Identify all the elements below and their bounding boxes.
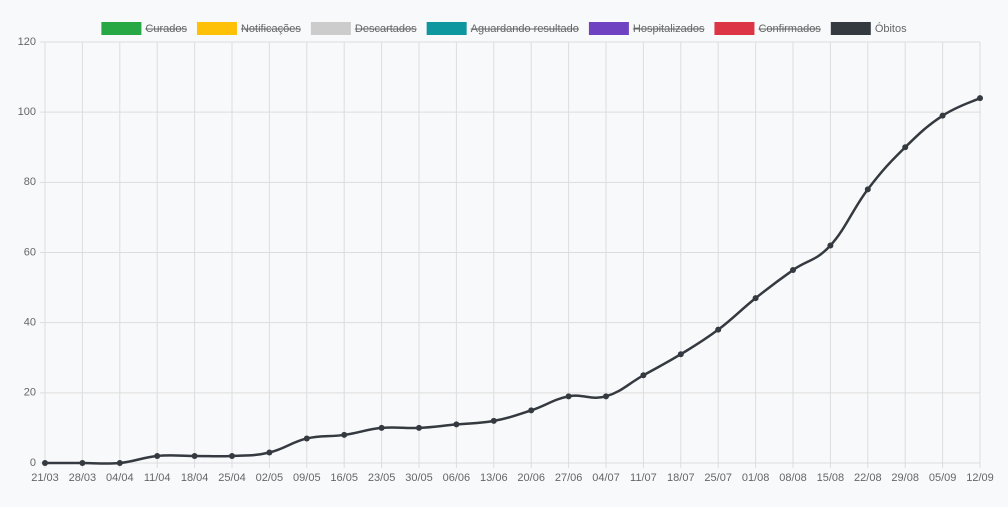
x-tick-label: 23/05 <box>368 472 396 484</box>
data-point <box>603 393 609 400</box>
legend-swatch <box>588 22 629 35</box>
data-point <box>191 452 198 459</box>
data-point <box>416 424 422 431</box>
data-point <box>677 351 684 358</box>
y-tick-label: 60 <box>24 246 36 258</box>
legend-swatch <box>101 22 142 35</box>
x-tick-label: 30/05 <box>405 472 433 484</box>
data-point <box>303 435 310 442</box>
y-tick-label: 80 <box>24 176 36 188</box>
series-line <box>45 96 981 465</box>
data-point <box>715 326 722 333</box>
legend-item[interactable]: Confirmados <box>714 22 821 35</box>
legend-swatch <box>426 22 467 35</box>
x-tick-label: 25/07 <box>704 472 732 484</box>
data-point <box>490 417 497 424</box>
data-point <box>752 295 759 302</box>
legend-swatch <box>310 22 351 35</box>
x-tick-label: 28/03 <box>69 472 97 484</box>
y-tick-label: 120 <box>18 36 36 48</box>
x-tick-label: 18/04 <box>181 472 209 484</box>
x-tick-label: 11/04 <box>144 472 171 484</box>
data-point <box>341 431 348 438</box>
legend-item[interactable]: Hospitalizados <box>588 22 705 35</box>
data-point <box>902 144 909 151</box>
x-tick-label: 22/08 <box>854 472 882 484</box>
legend-item[interactable]: Aguardando resultado <box>426 22 579 35</box>
legend-item[interactable]: Notificações <box>196 22 301 35</box>
data-point <box>528 407 535 414</box>
x-tick-label: 20/06 <box>517 472 545 484</box>
data-point <box>977 95 983 102</box>
data-point <box>640 372 647 379</box>
data-point <box>229 452 235 459</box>
x-tick-label: 15/08 <box>817 472 845 484</box>
data-point <box>79 460 86 466</box>
legend-item[interactable]: Curados <box>101 22 187 35</box>
y-tick-label: 0 <box>30 457 36 469</box>
data-point <box>42 460 48 466</box>
data-point <box>565 393 572 400</box>
x-tick-label: 06/06 <box>443 472 471 484</box>
x-tick-label: 08/08 <box>779 472 807 484</box>
x-tick-label: 16/05 <box>330 472 358 484</box>
x-tick-label: 02/05 <box>256 472 284 484</box>
data-point <box>154 452 161 459</box>
x-tick-label: 27/06 <box>555 472 583 484</box>
x-tick-label: 01/08 <box>742 472 770 484</box>
data-point <box>378 424 385 431</box>
x-tick-label: 25/04 <box>218 472 246 484</box>
data-point <box>827 242 834 249</box>
x-tick-label: 18/07 <box>667 472 695 484</box>
y-tick-label: 40 <box>24 317 36 329</box>
data-point <box>939 112 946 119</box>
x-tick-label: 13/06 <box>480 472 508 484</box>
data-point <box>266 449 273 456</box>
legend-swatch <box>830 22 871 35</box>
x-tick-label: 05/09 <box>929 472 957 484</box>
legend-item[interactable]: Descartados <box>310 22 417 35</box>
x-tick-label: 21/03 <box>31 472 59 484</box>
data-point <box>453 421 460 428</box>
data-point <box>116 460 123 466</box>
data-point <box>790 267 796 274</box>
x-tick-label: 04/07 <box>592 472 620 484</box>
x-tick-label: 04/04 <box>106 472 134 484</box>
y-tick-label: 20 <box>24 387 36 399</box>
legend-swatch <box>196 22 237 35</box>
x-tick-label: 09/05 <box>293 472 321 484</box>
legend-item[interactable]: Óbitos <box>830 22 907 35</box>
legend-label: Óbitos <box>875 22 907 35</box>
data-point <box>864 186 871 193</box>
legend-swatch <box>714 22 755 35</box>
x-tick-label: 12/09 <box>966 472 994 484</box>
y-tick-label: 100 <box>18 106 36 118</box>
x-tick-label: 29/08 <box>891 472 919 484</box>
x-tick-label: 11/07 <box>630 472 657 484</box>
